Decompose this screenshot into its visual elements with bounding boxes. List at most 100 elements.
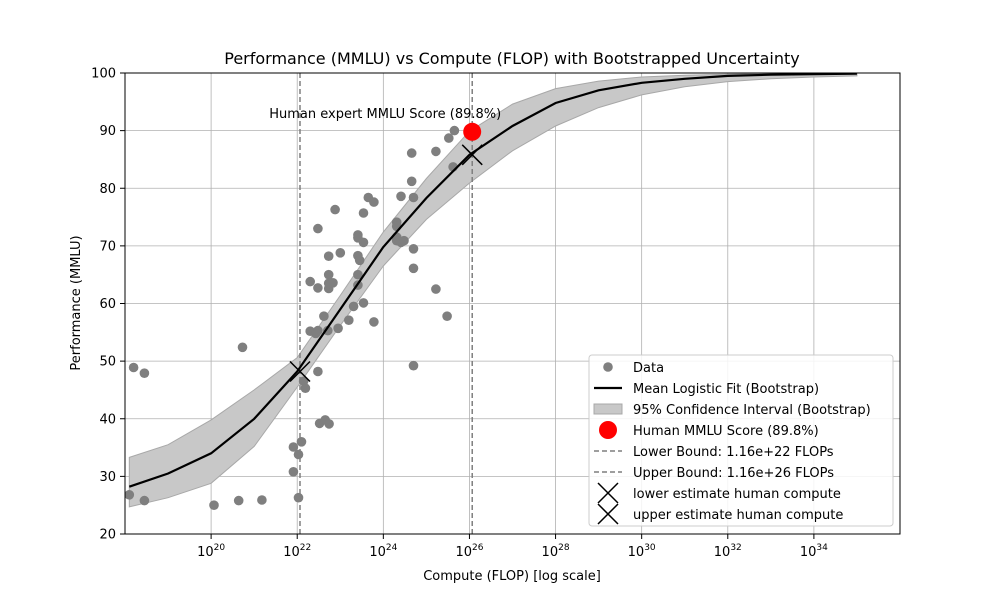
- legend-label: upper estimate human compute: [633, 508, 843, 523]
- x-tick-exponent: 30: [644, 543, 656, 553]
- x-tick-base: 10: [283, 545, 300, 560]
- legend-item: Lower Bound: 1.16e+22 FLOPs: [594, 445, 834, 460]
- data-point: [369, 317, 379, 327]
- data-point: [406, 176, 417, 187]
- y-tick-label: 80: [99, 182, 116, 197]
- data-point: [354, 255, 365, 266]
- legend: Data Mean Logistic Fit (Bootstrap) 95% Con…: [588, 354, 894, 527]
- data-point: [125, 490, 135, 500]
- data-point: [408, 360, 419, 371]
- legend-item: Mean Logistic Fit (Bootstrap): [594, 382, 819, 397]
- data-point: [444, 133, 454, 143]
- x-tick-label: 1028: [542, 543, 570, 560]
- data-point: [348, 301, 359, 312]
- data-point: [139, 495, 150, 506]
- x-tick-base: 10: [542, 545, 559, 560]
- data-point: [319, 311, 329, 322]
- y-axis-label: Performance (MMLU): [69, 235, 84, 370]
- human-score-marker: [463, 122, 482, 141]
- y-tick-label: 60: [99, 297, 116, 312]
- data-point: [399, 235, 409, 246]
- x-tick-base: 10: [369, 545, 386, 560]
- x-tick-exponent: 28: [558, 543, 570, 553]
- legend-swatch-xmarker: [597, 503, 619, 525]
- x-tick-label: 1034: [800, 543, 828, 560]
- data-point: [333, 323, 343, 334]
- y-tick-label: 50: [99, 355, 116, 370]
- data-point: [408, 192, 419, 203]
- data-point: [358, 208, 369, 218]
- data-point: [369, 197, 379, 207]
- x-tick-label: 1020: [197, 543, 225, 560]
- lower-estimate-marker: [289, 360, 311, 383]
- data-point: [300, 383, 311, 394]
- legend-swatch-xmarker: [597, 482, 619, 504]
- data-point: [324, 419, 334, 429]
- data-point: [449, 125, 460, 136]
- legend-label: Human MMLU Score (89.8%): [633, 424, 819, 439]
- data-point: [358, 298, 369, 308]
- legend-label: Lower Bound: 1.16e+22 FLOPs: [633, 445, 834, 460]
- data-point: [335, 248, 346, 258]
- x-tick-base: 10: [197, 545, 214, 560]
- y-tick-label: 70: [99, 239, 116, 254]
- x-tick-exponent: 26: [472, 543, 484, 553]
- data-point: [328, 278, 338, 288]
- data-point: [330, 204, 340, 215]
- legend-item: lower estimate human compute: [597, 482, 841, 504]
- x-axis-label: Compute (FLOP) [log scale]: [423, 569, 601, 584]
- x-tick-base: 10: [714, 545, 731, 560]
- data-point: [431, 146, 441, 157]
- data-point: [305, 276, 316, 287]
- legend-item: Human MMLU Score (89.8%): [599, 421, 819, 439]
- plot-area: Human expert MMLU Score (89.8%)1020 1022 1…: [91, 67, 901, 560]
- data-point: [396, 191, 406, 202]
- fit-line: [128, 73, 857, 488]
- data-point: [442, 311, 452, 322]
- data-point: [313, 223, 323, 234]
- x-axis: 1020 1022 1024 1026 1028 1030 1032 1034: [197, 534, 828, 560]
- legend-swatch-band: [593, 403, 623, 415]
- data-points: [125, 125, 460, 511]
- legend-item: upper estimate human compute: [597, 503, 843, 525]
- data-point: [313, 283, 323, 293]
- data-point: [323, 251, 334, 261]
- annotation-text: Human expert MMLU Score (89.8%): [269, 107, 501, 122]
- upper-estimate-marker: [461, 144, 483, 166]
- y-tick-label: 20: [99, 528, 116, 543]
- y-tick-label: 40: [99, 412, 116, 427]
- x-tick-label: 1022: [283, 543, 311, 560]
- data-point: [288, 442, 299, 452]
- legend-label: Upper Bound: 1.16e+26 FLOPs: [633, 466, 834, 481]
- x-tick-label: 1024: [369, 543, 397, 560]
- data-point: [296, 437, 307, 447]
- data-point: [431, 284, 441, 294]
- data-point: [313, 325, 323, 336]
- data-point: [323, 269, 334, 280]
- legend-label: 95% Confidence Interval (Bootstrap): [633, 403, 871, 418]
- legend-box: [588, 354, 894, 527]
- data-point: [209, 500, 219, 511]
- data-point: [408, 263, 419, 274]
- x-tick-base: 10: [628, 545, 645, 560]
- data-point: [344, 315, 354, 326]
- data-point: [353, 269, 363, 280]
- data-point: [293, 449, 304, 460]
- data-point: [257, 495, 267, 505]
- legend-swatch-data: [603, 362, 613, 372]
- x-tick-exponent: 22: [300, 543, 311, 553]
- data-point: [237, 342, 248, 353]
- data-point: [233, 495, 244, 506]
- legend-label: lower estimate human compute: [633, 487, 841, 502]
- data-point: [313, 366, 323, 377]
- legend-swatch-human: [599, 421, 617, 439]
- plot-content: [125, 73, 858, 534]
- x-tick-label: 1026: [455, 543, 483, 560]
- y-tick-label: 100: [91, 67, 116, 82]
- x-tick-exponent: 24: [386, 543, 398, 553]
- x-tick-exponent: 20: [214, 543, 226, 553]
- legend-label: Data: [633, 361, 664, 376]
- data-point: [406, 148, 417, 158]
- data-point: [358, 237, 369, 248]
